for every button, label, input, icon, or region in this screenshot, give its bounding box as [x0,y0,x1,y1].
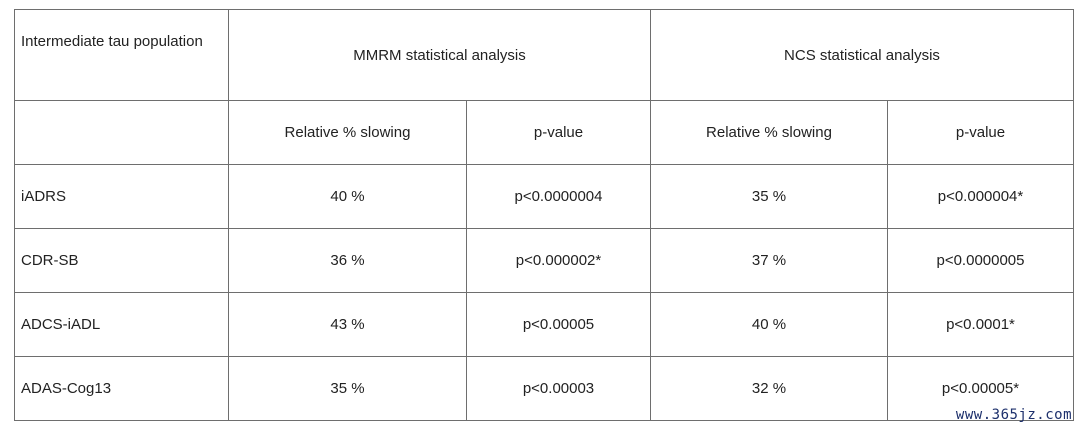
table-cell: p<0.0001* [887,292,1074,357]
table-cell: p<0.000002* [466,228,651,293]
group-header-mmrm: MMRM statistical analysis [228,9,651,101]
table-cell: 35 % [650,164,888,229]
group-header-ncs: NCS statistical analysis [650,9,1074,101]
table-cell: 40 % [228,164,467,229]
table-row: ADAS-Cog13 35 % p<0.00003 32 % p<0.00005… [14,356,1074,421]
table-cell: p<0.00003 [466,356,651,421]
sub-header-cell: p-value [887,100,1074,165]
table-cell: p<0.0000005 [887,228,1074,293]
row-label: CDR-SB [14,228,229,293]
corner-header-label: Intermediate tau population [21,33,203,50]
results-table: Intermediate tau population MMRM statist… [14,9,1074,421]
row-label: iADRS [14,164,229,229]
table-cell: 43 % [228,292,467,357]
table-cell: 40 % [650,292,888,357]
row-label: ADAS-Cog13 [14,356,229,421]
sub-header-cell: Relative % slowing [650,100,888,165]
table-cell: p<0.0000004 [466,164,651,229]
empty-header-cell [14,100,229,165]
table-cell: p<0.00005* [887,356,1074,421]
table-cell: 35 % [228,356,467,421]
table-row: iADRS 40 % p<0.0000004 35 % p<0.000004* [14,164,1074,229]
group-header-mmrm-label: MMRM statistical analysis [353,46,526,64]
watermark: www.365jz.com [955,407,1072,423]
table-cell: 37 % [650,228,888,293]
table-cell: p<0.000004* [887,164,1074,229]
sub-header-row: Relative % slowing p-value Relative % sl… [14,100,1074,165]
table-cell: p<0.00005 [466,292,651,357]
group-header-ncs-label: NCS statistical analysis [784,46,940,64]
table-row: CDR-SB 36 % p<0.000002* 37 % p<0.0000005 [14,228,1074,293]
group-header-row: Intermediate tau population MMRM statist… [14,9,1074,101]
table-cell: 32 % [650,356,888,421]
sub-header-cell: p-value [466,100,651,165]
table-cell: 36 % [228,228,467,293]
corner-header-cell: Intermediate tau population [14,9,229,101]
row-label: ADCS-iADL [14,292,229,357]
table-row: ADCS-iADL 43 % p<0.00005 40 % p<0.0001* [14,292,1074,357]
sub-header-cell: Relative % slowing [228,100,467,165]
